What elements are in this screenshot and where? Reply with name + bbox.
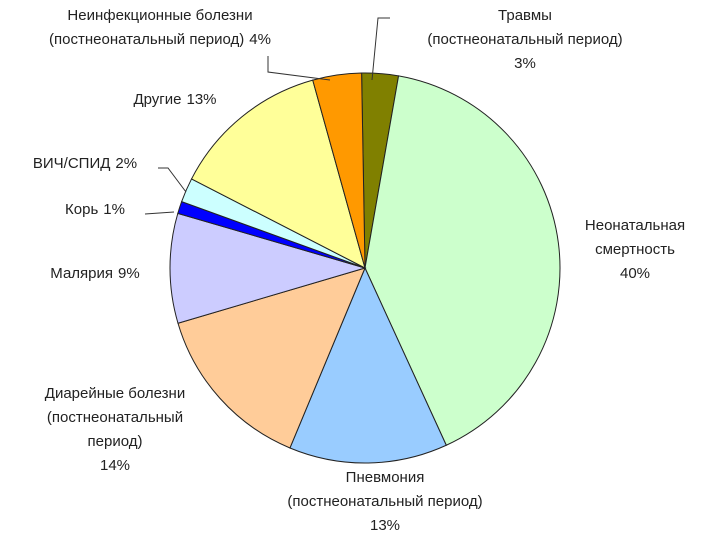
label-line: смертность xyxy=(595,241,675,258)
slice-label: Другие 13% xyxy=(133,91,216,108)
label-line: ВИЧ/СПИД xyxy=(33,155,111,172)
slice-label: Малярия 9% xyxy=(50,265,139,282)
label-line: (постнеонатальный xyxy=(47,409,183,426)
pie-slice xyxy=(364,75,561,446)
value-label: 14% xyxy=(100,457,130,474)
value-label: 40% xyxy=(620,265,650,282)
value-label: 1% xyxy=(103,201,125,218)
pie-slice xyxy=(312,72,366,269)
leader-line xyxy=(144,211,175,215)
value-label: 3% xyxy=(514,55,536,72)
value-label: 13% xyxy=(187,91,217,108)
label-line: Пневмония xyxy=(346,469,425,486)
label-line: (постнеонатальный период) xyxy=(49,31,244,48)
slice-label: Неинфекционные болезни (постнеонатальный … xyxy=(49,7,271,48)
slice-label: Диарейные болезни (постнеонатальный период… xyxy=(45,385,185,474)
pie-slice xyxy=(190,79,366,269)
value-label: 13% xyxy=(370,517,400,534)
label-line: Неонатальная xyxy=(585,217,685,234)
leader-line xyxy=(158,167,187,193)
label-line: Неинфекционные болезни xyxy=(67,7,252,24)
pie-slice xyxy=(289,266,447,464)
slice-label: Корь 1% xyxy=(65,201,125,218)
pie-slice xyxy=(169,212,367,324)
label-line: (постнеонатальный период) xyxy=(427,31,622,48)
label-line: (постнеонатальный период) xyxy=(287,493,482,510)
label-line: Малярия xyxy=(50,265,113,282)
pie-slice xyxy=(177,267,366,449)
pie xyxy=(169,72,561,464)
label-line: Другие xyxy=(133,91,181,108)
label-line: Корь xyxy=(65,201,98,218)
label-line: период) xyxy=(88,433,143,450)
label-line: Диарейные болезни xyxy=(45,385,185,402)
slice-label: Травмы (постнеонатальный период) 3% xyxy=(427,7,622,72)
value-label: 4% xyxy=(249,31,271,48)
value-label: 2% xyxy=(115,155,137,172)
leader-line xyxy=(267,56,331,81)
label-line: Травмы xyxy=(498,7,552,24)
slice-label: ВИЧ/СПИД 2% xyxy=(33,155,137,172)
slice-label: Пневмония (постнеонатальный период) 13% xyxy=(287,469,482,534)
slice-label: Неонатальная смертность 40% xyxy=(585,217,685,282)
value-label: 9% xyxy=(118,265,140,282)
leader-line xyxy=(371,17,390,81)
